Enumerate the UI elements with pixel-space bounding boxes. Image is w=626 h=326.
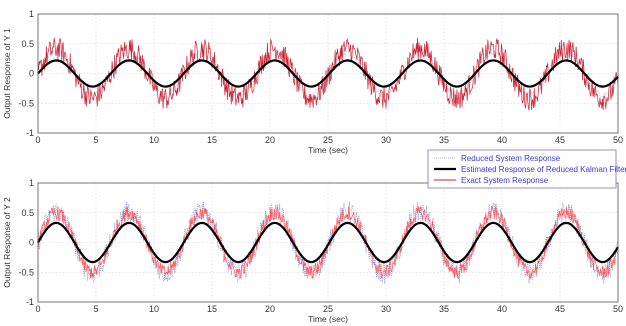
y-axis-label: Output Response of Y 2	[2, 197, 12, 288]
x-tick-label: 35	[439, 135, 449, 145]
x-tick-label: 50	[613, 304, 623, 314]
legend-box	[427, 149, 617, 189]
x-tick-label: 50	[613, 135, 623, 145]
axes-frame	[37, 13, 619, 134]
x-tick-label: 15	[207, 304, 217, 314]
legend-label: Estimated Response of Reduced Kalman Fil…	[461, 165, 626, 174]
x-tick-label: 15	[207, 135, 217, 145]
x-tick-label: 10	[149, 304, 159, 314]
y-tick-label: -1	[26, 297, 34, 307]
x-tick-label: 35	[439, 304, 449, 314]
x-tick-label: 25	[323, 304, 333, 314]
x-tick-label: 40	[497, 304, 507, 314]
y-tick-label: 0	[29, 69, 34, 79]
series-line-estimated-response-of-reduced-kalman-filter	[37, 221, 619, 264]
x-tick-label: 10	[149, 135, 159, 145]
x-tick-label: 20	[265, 135, 275, 145]
subplot-y2: 0 5 10 15 20 25 30 35 40 45 50 -1 -0.5 0 0.5 1 Time (sec…	[2, 178, 623, 324]
y-tick-label: 0.5	[21, 208, 34, 218]
legend-label: Exact System Response	[461, 176, 549, 185]
y-axis-label: Output Response of Y 1	[2, 28, 12, 119]
series-line-reduced-system-response	[37, 201, 619, 284]
x-tick-label: 5	[93, 304, 98, 314]
legend-label: Reduced System Response	[461, 154, 561, 163]
y-tick-label: -0.5	[18, 267, 34, 277]
x-tick-label: 45	[555, 135, 565, 145]
x-tick-label: 45	[555, 304, 565, 314]
x-tick-label: 5	[93, 135, 98, 145]
x-tick-label: 20	[265, 304, 275, 314]
x-tick-label: 25	[323, 135, 333, 145]
x-tick-label: 40	[497, 135, 507, 145]
series-line-estimated-response-of-reduced-kalman-filter	[37, 59, 619, 88]
y-tick-label: -0.5	[18, 98, 34, 108]
y-tick-label: 1	[29, 9, 34, 19]
x-tick-label: 30	[381, 304, 391, 314]
y-tick-label: 0.5	[21, 39, 34, 49]
subplot-y1: 0 5 10 15 20 25 30 35 40 45 50 -1 -0.5 0 0.5 1 Time (sec…	[2, 9, 623, 155]
x-tick-label: 0	[35, 135, 40, 145]
axes-frame	[37, 182, 619, 303]
x-tick-label: 30	[381, 135, 391, 145]
y-tick-label: 0	[29, 238, 34, 248]
y-tick-label: 1	[29, 178, 34, 188]
legend: Reduced System Response Estimated Respons…	[427, 149, 626, 189]
y-tick-label: -1	[26, 128, 34, 138]
x-axis-label: Time (sec)	[308, 145, 348, 155]
x-axis-label: Time (sec)	[308, 314, 348, 324]
x-tick-label: 0	[35, 304, 40, 314]
